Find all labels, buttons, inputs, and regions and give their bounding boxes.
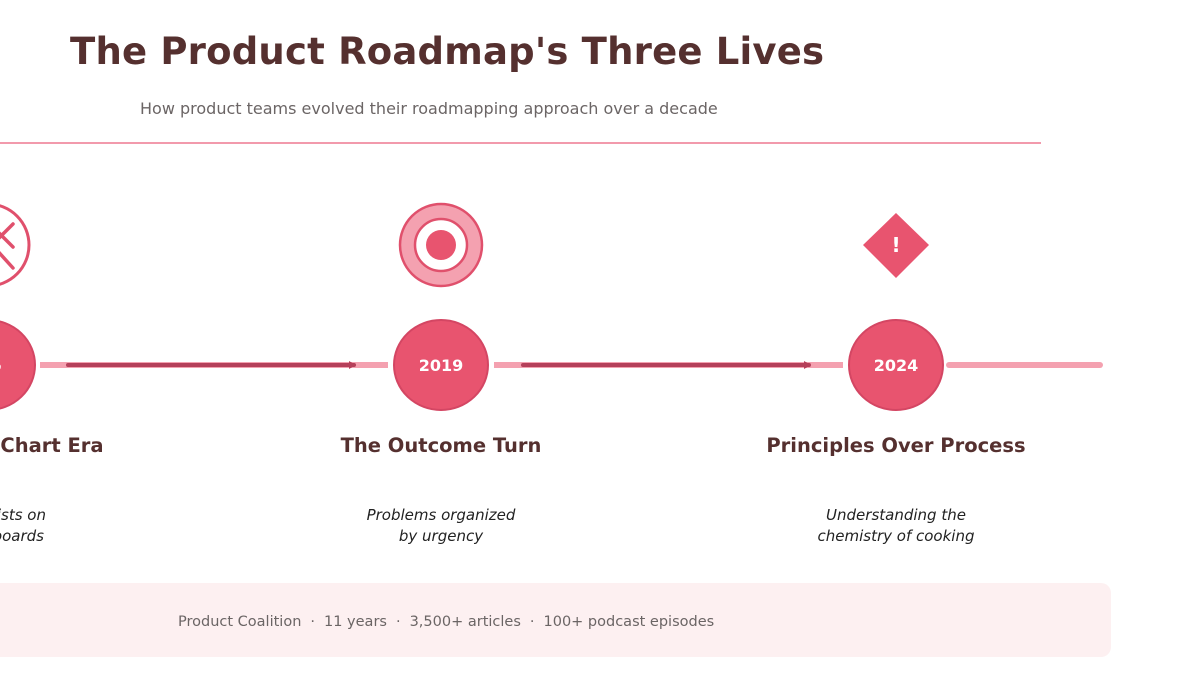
footer-separator: · (529, 614, 535, 630)
milestone-node-2: 2019 (393, 319, 489, 411)
header-divider (0, 142, 1041, 144)
x-circle-icon (0, 204, 31, 286)
footer-separator: · (395, 614, 401, 630)
footer-item-years: 11 years (324, 614, 387, 630)
milestone-description-1: ists on boards (0, 505, 90, 547)
milestone-title-3: Principles Over Process (766, 434, 1026, 457)
footer-item-brand: Product Coalition (178, 614, 302, 630)
milestone-description-line: Problems organized (366, 506, 516, 524)
milestone-year-1: 6 (0, 356, 2, 375)
exclamation-mark: ! (891, 233, 900, 257)
target-icon (398, 202, 484, 288)
footer-item-episodes: 100+ podcast episodes (543, 614, 715, 630)
milestone-description-line: ists on (0, 506, 46, 524)
page-title: The Product Roadmap's Three Lives (70, 30, 825, 73)
milestone-year-3: 2024 (874, 356, 919, 375)
milestone-description-line: by urgency (398, 527, 484, 545)
milestone-node-1: 6 (0, 320, 36, 410)
milestone-description-2: Problems organized by urgency (311, 505, 571, 547)
footer-stats: Product Coalition · 11 years · 3,500+ articl… (178, 614, 714, 630)
milestone-title-2: The Outcome Turn (340, 434, 542, 457)
footer-banner (0, 583, 1111, 657)
footer-item-articles: 3,500+ articles (409, 614, 521, 630)
milestone-description-line: chemistry of cooking (817, 527, 975, 545)
milestone-year-2: 2019 (419, 356, 464, 375)
milestone-description-line: Understanding the (826, 506, 966, 524)
milestone-node-3: 2024 (848, 319, 944, 411)
milestone-description-line: boards (0, 527, 44, 545)
exclamation-diamond-icon: ! (863, 213, 929, 278)
page-subtitle: How product teams evolved their roadmapp… (140, 99, 718, 118)
milestone-title-1: Chart Era (0, 434, 104, 457)
milestone-description-3: Understanding the chemistry of cooking (766, 505, 1026, 547)
footer-separator: · (310, 614, 315, 630)
